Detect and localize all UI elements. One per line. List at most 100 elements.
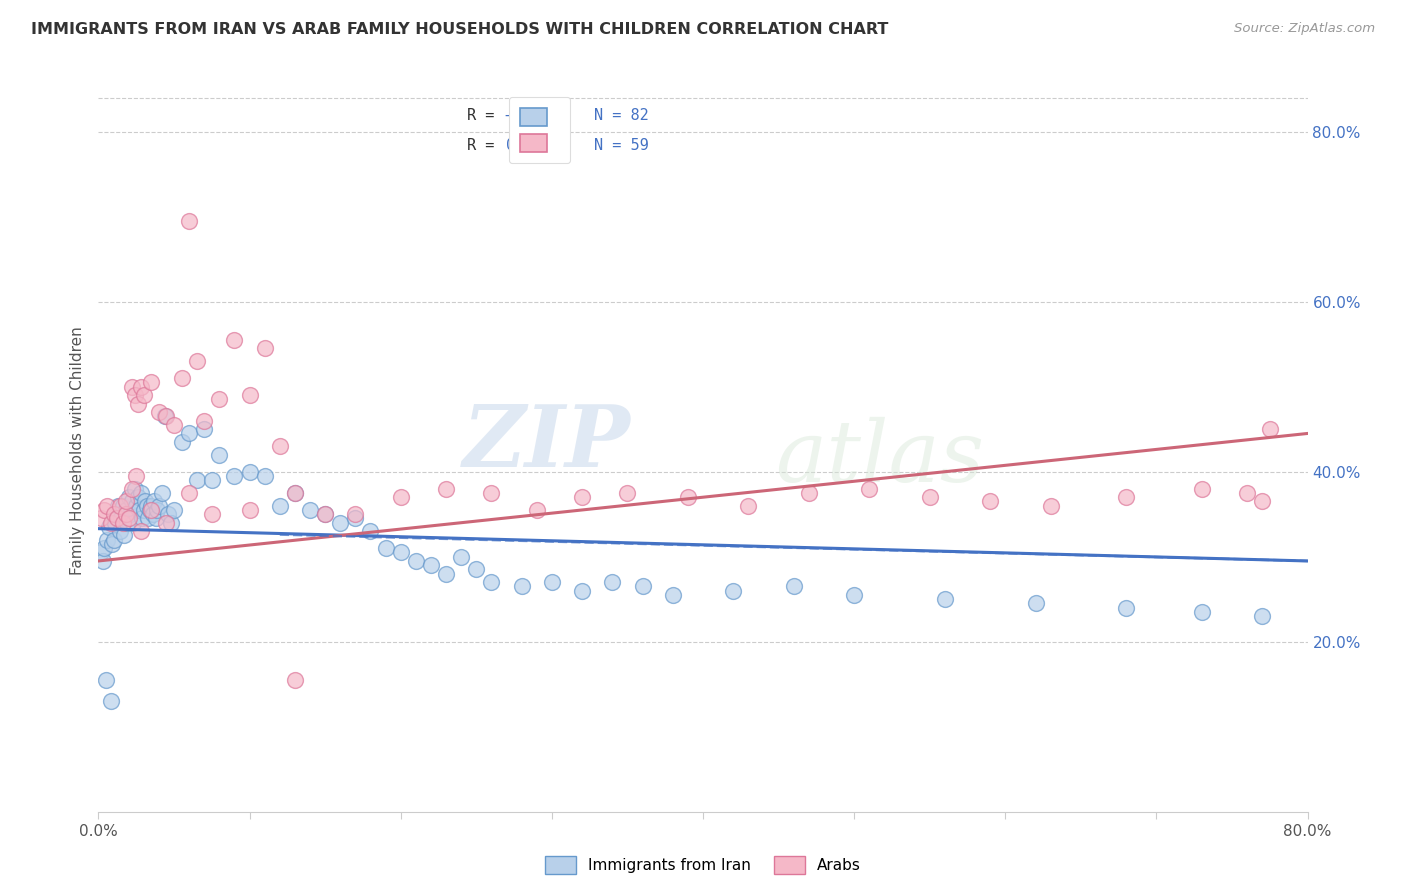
- Point: [858, 482, 880, 496]
- Text: ZIP: ZIP: [463, 401, 630, 485]
- Point: [160, 516, 183, 530]
- Point: [105, 507, 128, 521]
- Point: [105, 511, 128, 525]
- Point: [783, 579, 806, 593]
- Point: [661, 588, 683, 602]
- Point: [93, 541, 115, 556]
- Point: [121, 482, 143, 496]
- Point: [148, 405, 170, 419]
- Point: [1191, 605, 1213, 619]
- Point: [90, 511, 112, 525]
- Text: -0.052: -0.052: [502, 108, 557, 122]
- Point: [616, 486, 638, 500]
- Point: [420, 558, 443, 573]
- Point: [1115, 600, 1137, 615]
- Point: [284, 673, 307, 687]
- Point: [156, 507, 179, 521]
- Point: [148, 499, 170, 513]
- Legend: Immigrants from Iran, Arabs: Immigrants from Iran, Arabs: [540, 850, 866, 880]
- Point: [127, 490, 149, 504]
- Point: [360, 524, 382, 539]
- Point: [571, 490, 593, 504]
- Point: [602, 575, 624, 590]
- Point: [193, 422, 215, 436]
- Point: [125, 499, 148, 513]
- Point: [844, 588, 866, 602]
- Point: [94, 673, 117, 687]
- Text: R =: R =: [467, 138, 503, 153]
- Point: [434, 566, 457, 581]
- Point: [208, 448, 231, 462]
- Point: [100, 694, 122, 708]
- Point: [104, 516, 127, 530]
- Point: [526, 503, 548, 517]
- Point: [121, 380, 143, 394]
- Point: [114, 507, 136, 521]
- Point: [481, 486, 503, 500]
- Point: [163, 417, 186, 432]
- Point: [253, 342, 276, 356]
- Point: [125, 469, 148, 483]
- Text: Source: ZipAtlas.com: Source: ZipAtlas.com: [1234, 22, 1375, 36]
- Point: [1024, 597, 1046, 611]
- Point: [124, 388, 146, 402]
- Point: [115, 516, 138, 530]
- Point: [1251, 494, 1274, 508]
- Text: R =: R =: [467, 108, 503, 122]
- Point: [120, 507, 142, 521]
- Point: [90, 545, 112, 559]
- Point: [103, 507, 125, 521]
- Point: [389, 545, 412, 559]
- Point: [405, 554, 427, 568]
- Point: [111, 516, 134, 530]
- Point: [481, 575, 503, 590]
- Point: [299, 503, 322, 517]
- Point: [329, 516, 352, 530]
- Point: [934, 592, 956, 607]
- Point: [510, 579, 533, 593]
- Point: [132, 388, 155, 402]
- Point: [96, 499, 118, 513]
- Point: [1258, 422, 1281, 436]
- Point: [186, 354, 208, 368]
- Point: [918, 490, 941, 504]
- Point: [170, 371, 193, 385]
- Point: [571, 583, 593, 598]
- Point: [122, 516, 145, 530]
- Point: [540, 575, 562, 590]
- Point: [141, 376, 163, 390]
- Point: [111, 499, 134, 513]
- Point: [269, 499, 291, 513]
- Point: [163, 503, 186, 517]
- Point: [314, 507, 336, 521]
- Point: [118, 490, 141, 504]
- Point: [91, 554, 114, 568]
- Point: [118, 511, 141, 525]
- Point: [170, 434, 193, 449]
- Point: [135, 499, 157, 513]
- Point: [146, 503, 169, 517]
- Point: [1236, 486, 1258, 500]
- Point: [134, 494, 156, 508]
- Text: N = 82: N = 82: [595, 108, 650, 122]
- Point: [110, 511, 132, 525]
- Point: [136, 511, 159, 525]
- Text: 0.279: 0.279: [506, 138, 551, 153]
- Point: [98, 520, 121, 534]
- Point: [797, 486, 820, 500]
- Point: [139, 503, 162, 517]
- Point: [284, 486, 307, 500]
- Point: [723, 583, 745, 598]
- Point: [141, 499, 163, 513]
- Point: [465, 562, 488, 576]
- Point: [737, 499, 759, 513]
- Point: [155, 516, 177, 530]
- Point: [1115, 490, 1137, 504]
- Point: [114, 503, 136, 517]
- Y-axis label: Family Households with Children: Family Households with Children: [69, 326, 84, 574]
- Point: [141, 503, 163, 517]
- Point: [224, 333, 246, 347]
- Point: [101, 537, 124, 551]
- Point: [434, 482, 457, 496]
- Point: [269, 439, 291, 453]
